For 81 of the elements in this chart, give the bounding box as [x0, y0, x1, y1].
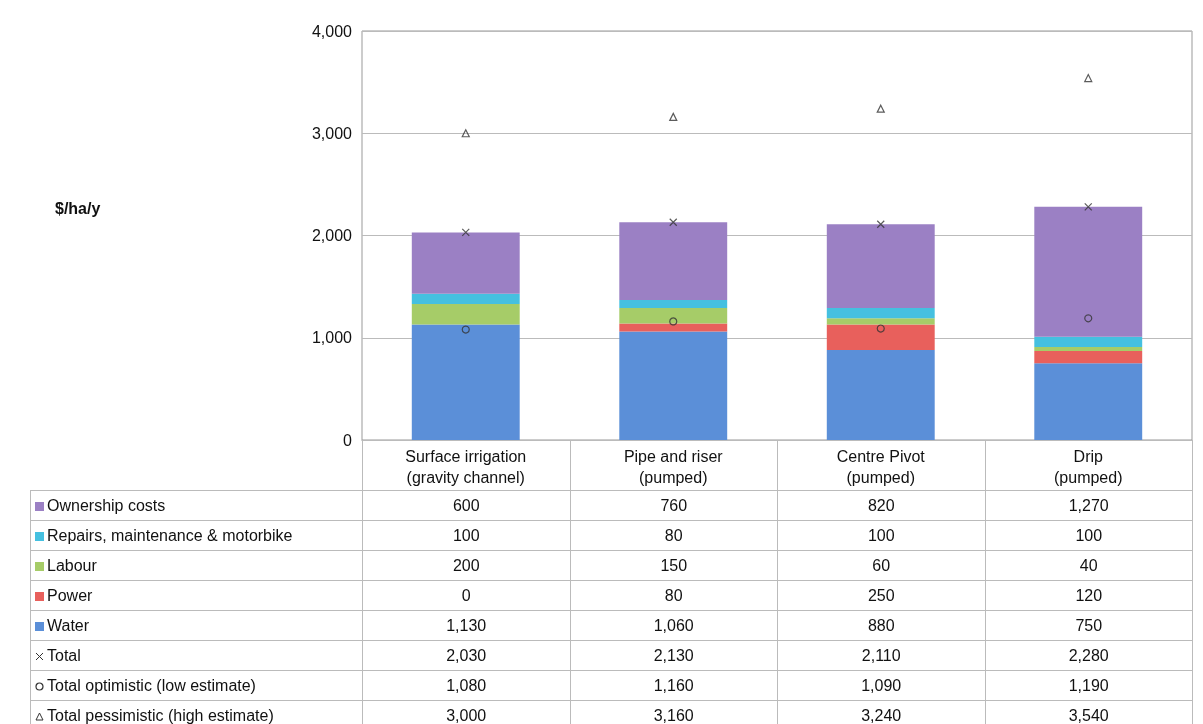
data-label: 1,160: [570, 670, 778, 701]
data-label: 820: [777, 490, 985, 521]
point: [876, 104, 885, 113]
data-label: 100: [777, 520, 985, 551]
legend-label: Labour: [30, 550, 363, 581]
data-label: 3,240: [777, 700, 985, 724]
data-label: 2,030: [362, 640, 570, 671]
point: [876, 220, 885, 229]
legend-label: Repairs, maintenance & motorbike: [30, 520, 363, 551]
legend-label: Ownership costs: [30, 490, 363, 521]
x-tick-label: Drip (pumped): [1054, 448, 1123, 486]
data-label: 250: [777, 580, 985, 611]
data-label: 40: [985, 550, 1193, 581]
data-label: 1,080: [362, 670, 570, 701]
bar: [1034, 351, 1143, 364]
point: [876, 324, 885, 333]
point: [669, 317, 678, 326]
data-label: 760: [570, 490, 778, 521]
bar: [826, 224, 935, 309]
data-label: 2,130: [570, 640, 778, 671]
bar: [826, 308, 935, 319]
data-label: 1,270: [985, 490, 1193, 521]
legend-label: Power: [30, 580, 363, 611]
data-label: 880: [777, 610, 985, 641]
data-label: 80: [570, 520, 778, 551]
data-label: 100: [362, 520, 570, 551]
point: [461, 228, 470, 237]
data-label: 2,110: [777, 640, 985, 671]
bar: [411, 304, 520, 325]
point: [461, 325, 470, 334]
data-label: 1,060: [570, 610, 778, 641]
x-tick-label: Pipe and riser (pumped): [623, 448, 724, 486]
bar: [411, 232, 520, 294]
data-label: 150: [570, 550, 778, 581]
bar: [826, 350, 935, 440]
data-label: 3,540: [985, 700, 1193, 724]
bar: [1034, 336, 1143, 347]
data-label: 100: [985, 520, 1193, 551]
bar: [619, 331, 728, 440]
y-tick-label: 1,000: [311, 329, 353, 347]
y-tick-label: 2,000: [311, 227, 353, 244]
bar: [411, 324, 520, 440]
data-label: 1,130: [362, 610, 570, 641]
point: [669, 218, 678, 227]
y-tick-label: 4,000: [311, 22, 353, 40]
x-tick-label: Surface irrigation (gravity channel): [405, 448, 527, 486]
data-label: 2,280: [985, 640, 1193, 671]
data-label: 1,190: [985, 670, 1193, 701]
y-tick-label: 3,000: [311, 124, 353, 142]
point: [1084, 314, 1093, 323]
data-label: 3,000: [362, 700, 570, 724]
bar: [1034, 363, 1143, 440]
point: [1084, 73, 1093, 83]
point: [669, 112, 678, 121]
data-label: 750: [985, 610, 1193, 641]
data-label: 200: [362, 550, 570, 581]
point: [461, 129, 470, 138]
data-label: 3,160: [570, 700, 778, 724]
bar: [826, 318, 935, 325]
bar: [619, 308, 728, 324]
bar: [826, 324, 935, 351]
legend-label: Total pessimistic (high estimate): [30, 700, 363, 724]
bar: [619, 299, 728, 309]
bar: [411, 293, 520, 305]
y-tick-label: 0: [343, 431, 353, 449]
text: $/ha/y: [55, 199, 101, 217]
data-label: 60: [777, 550, 985, 581]
bar: [619, 323, 728, 332]
x-tick-label: Centre Pivot (pumped): [836, 448, 926, 486]
bar: [1034, 206, 1143, 337]
data-label: 1,090: [777, 670, 985, 701]
data-label: 600: [362, 490, 570, 521]
legend-label: Total: [30, 640, 363, 671]
data-label: 80: [570, 580, 778, 611]
bar: [619, 222, 728, 300]
data-label: 0: [362, 580, 570, 611]
bar: [1034, 346, 1143, 352]
legend-label: Water: [30, 610, 363, 641]
point: [1084, 202, 1093, 211]
legend-label: Total optimistic (low estimate): [30, 670, 363, 701]
data-label: 120: [985, 580, 1193, 611]
